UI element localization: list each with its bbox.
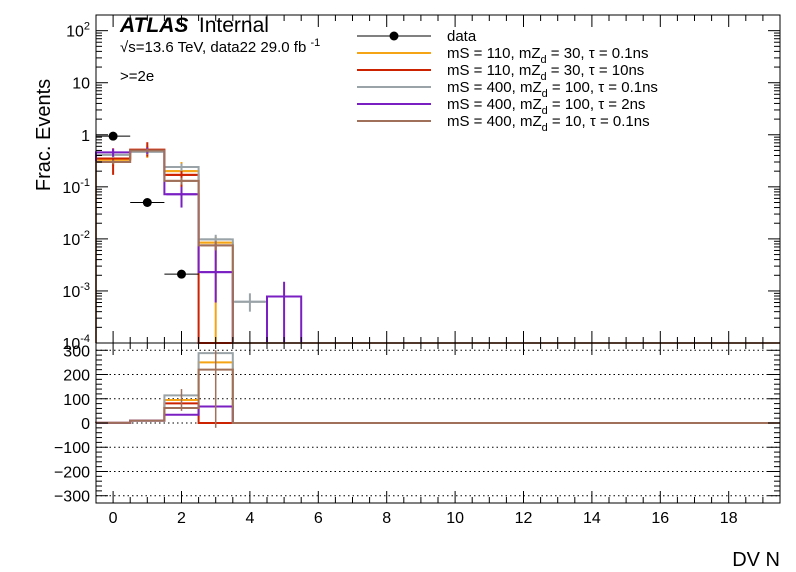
x-tick-label: 18 <box>720 510 738 527</box>
y-tick-label: 10-3 <box>62 281 90 301</box>
y-tick-label-base: 1 <box>81 128 90 145</box>
legend-label-rest: = 100, τ = 2ns <box>548 96 646 113</box>
x-tick-label: 8 <box>382 510 391 527</box>
y-tick-label: 1 <box>81 128 90 145</box>
x-tick-label: 12 <box>515 510 533 527</box>
legend-label-2: mS = 400, mZd = 100, τ = 0.1ns <box>447 79 658 100</box>
legend-label-4: mS = 400, mZd = 10, τ = 0.1ns <box>447 113 650 134</box>
ratio-y-tick-label: −200 <box>54 464 90 481</box>
y-tick-label: 10 <box>72 76 90 93</box>
energy-lumi-info: √s=13.6 TeV, data22 29.0 fb -1 <box>120 37 320 56</box>
ratio-y-tick-label: 0 <box>81 416 90 433</box>
legend-label-0: mS = 110, mZd = 30, τ = 0.1ns <box>447 45 648 66</box>
legend-label-subscript: d <box>542 88 548 100</box>
y-tick-label: 10-1 <box>62 177 90 197</box>
y-tick-label: 10-2 <box>62 229 90 249</box>
data-point-0 <box>108 131 118 141</box>
legend-label-subscript: d <box>541 54 547 66</box>
y-tick-label-exponent: -4 <box>80 333 90 345</box>
legend-label-name: mS = 400, mZ <box>447 96 542 113</box>
y-axis-title: Frac. Events <box>33 79 55 191</box>
legend-label-rest: = 30, τ = 0.1ns <box>547 45 649 62</box>
x-tick-label: 0 <box>109 510 118 527</box>
lumi-superscript: -1 <box>310 37 320 49</box>
ratio-panel-axes: 300 200 100 0 −100 −200 −300 0 2 4 6 8 10 12 14 16 18 <box>54 342 781 527</box>
x-tick-label: 6 <box>314 510 323 527</box>
ratio-y-tick-label: 100 <box>63 392 90 409</box>
y-tick-label-exponent: 2 <box>84 21 90 33</box>
main-panel-series <box>95 142 780 344</box>
legend-label-1: mS = 110, mZd = 30, τ = 10ns <box>447 62 644 83</box>
y-tick-label-base: 10 <box>62 232 80 249</box>
legend-label-name: mS = 110, mZ <box>447 45 541 62</box>
y-tick-label-exponent: -3 <box>80 281 90 293</box>
legend-label-rest: = 100, τ = 0.1ns <box>548 79 658 96</box>
data-point-2 <box>177 269 186 279</box>
legend-label-rest: = 10, τ = 0.1ns <box>548 113 650 130</box>
selection-label: >=2e <box>120 68 154 85</box>
y-tick-label-base: 10 <box>62 180 80 197</box>
y-tick-label: 102 <box>66 21 90 41</box>
legend-label-subscript: d <box>541 71 547 83</box>
data-point-1 <box>142 198 152 208</box>
ratio-y-tick-label: 300 <box>63 343 90 360</box>
x-axis-title: DV N <box>732 549 780 571</box>
legend-label-3: mS = 400, mZd = 100, τ = 2ns <box>447 96 645 117</box>
ratio-y-tick-label: −100 <box>54 440 90 457</box>
y-tick-label-base: 10 <box>62 284 80 301</box>
legend-label-subscript: d <box>542 105 548 117</box>
ratio-y-tick-label: 200 <box>63 368 90 385</box>
legend-data-marker <box>389 31 399 41</box>
energy-info-text: √s=13.6 TeV, data22 29.0 fb <box>120 39 306 56</box>
y-tick-label-exponent: -2 <box>80 229 90 241</box>
y-tick-label-base: 10 <box>72 76 90 93</box>
main-panel-data-points <box>96 131 199 279</box>
atlas-label-group: ATLAS Internal <box>119 14 269 37</box>
legend-label-rest: = 30, τ = 10ns <box>547 62 645 79</box>
y-tick-label-base: 10 <box>62 336 80 353</box>
x-tick-label: 10 <box>446 510 464 527</box>
x-tick-label: 4 <box>245 510 254 527</box>
y-tick-label-base: 10 <box>66 24 84 41</box>
x-tick-label: 14 <box>583 510 601 527</box>
legend-label-name: mS = 110, mZ <box>447 62 541 79</box>
x-tick-label: 2 <box>177 510 186 527</box>
y-tick-label: 10-4 <box>62 333 90 353</box>
ratio-y-tick-label: −300 <box>54 489 90 506</box>
legend-label-subscript: d <box>542 122 548 134</box>
legend-label-name: mS = 400, mZ <box>447 79 542 96</box>
ratio-series-4 <box>95 368 780 424</box>
legend-data-label: data <box>447 28 477 45</box>
y-tick-label-exponent: -1 <box>80 177 90 189</box>
legend-label-name: mS = 400, mZ <box>447 113 542 130</box>
ratio-panel-series <box>95 350 780 428</box>
internal-label: Internal <box>199 14 269 37</box>
atlas-label: ATLAS <box>119 14 188 37</box>
x-tick-label: 16 <box>651 510 669 527</box>
